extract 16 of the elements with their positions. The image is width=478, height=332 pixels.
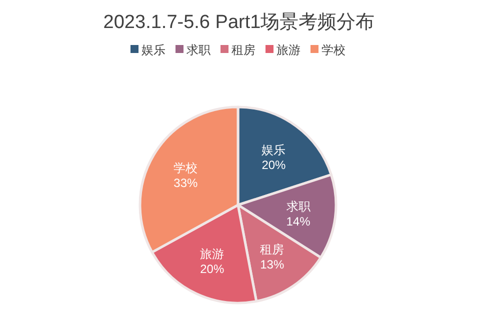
data-label: 13% <box>260 257 284 272</box>
legend-label: 学校 <box>322 43 346 57</box>
slice-label: 学校 <box>174 161 198 176</box>
data-label: 14% <box>286 214 311 229</box>
data-label: 20% <box>200 262 224 276</box>
slice-label: 租房 <box>260 242 284 256</box>
legend-label: 租房 <box>232 43 256 57</box>
legend-label: 求职 <box>186 43 210 57</box>
slice-label: 求职 <box>286 200 310 214</box>
slice-label: 娱乐 <box>262 142 286 157</box>
chart-title: 2023.1.7-5.6 Part1场景考频分布 <box>103 12 375 33</box>
legend-label: 娱乐 <box>142 43 166 57</box>
data-label: 20% <box>262 158 286 172</box>
legend-label: 旅游 <box>276 43 300 57</box>
slice-label: 旅游 <box>200 246 224 261</box>
data-label: 33% <box>174 176 198 190</box>
